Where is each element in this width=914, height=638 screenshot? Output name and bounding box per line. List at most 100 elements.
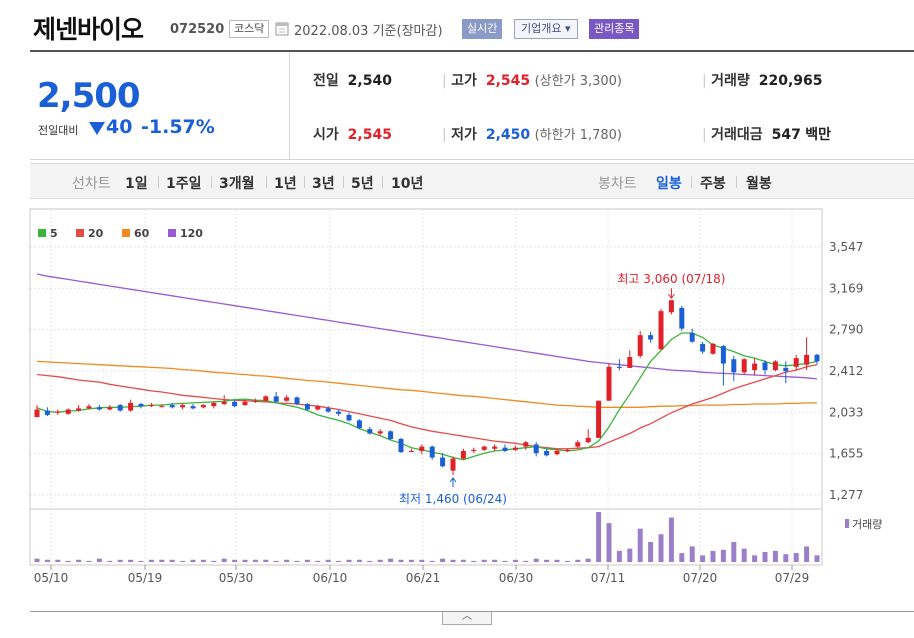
volume-legend-label: 거래량 <box>852 518 882 531</box>
legend-swatch-60 <box>122 229 130 237</box>
upper-limit-close: ) <box>616 74 622 89</box>
volume-bar <box>679 553 685 562</box>
candle-body <box>658 311 664 350</box>
volume-bar <box>232 559 238 562</box>
candle-body <box>200 405 206 408</box>
candle-body <box>481 446 487 450</box>
volume-bar <box>502 560 508 562</box>
volume-bar <box>200 559 206 562</box>
low-label: 저가 <box>451 127 477 143</box>
candle-body <box>564 449 570 451</box>
volume-bar <box>710 550 716 562</box>
tab-5year[interactable]: 5년 <box>351 176 374 192</box>
x-tick-label: 07/11 <box>591 571 626 585</box>
volume-bar <box>762 552 768 562</box>
candle <box>128 399 134 412</box>
candle <box>814 353 820 365</box>
candle-body <box>159 406 165 408</box>
ma120-line <box>36 273 818 380</box>
candle-body <box>211 402 217 407</box>
volume-bar <box>96 558 102 562</box>
volume-bar <box>55 559 61 562</box>
volume-bar <box>523 560 529 562</box>
tab-1week[interactable]: 1주일 <box>166 176 202 192</box>
y-tick-label: 2,412 <box>829 364 863 378</box>
tab-daily[interactable]: 일봉 <box>656 176 682 192</box>
candle-body <box>419 446 425 451</box>
candle-body <box>783 367 789 372</box>
candle <box>492 444 498 451</box>
candle-body <box>388 431 394 439</box>
candle-body <box>44 410 50 415</box>
volume-bar <box>752 555 758 562</box>
candle <box>700 341 706 354</box>
lower-limit-close: ) <box>616 128 622 143</box>
candle <box>575 440 581 449</box>
candle <box>232 399 238 408</box>
candle-body <box>700 343 706 352</box>
candle <box>273 391 279 403</box>
x-tick-label: 06/21 <box>406 571 441 585</box>
volume-bar <box>700 555 706 562</box>
amount-value: 547 <box>771 127 801 143</box>
candle-body <box>367 429 373 434</box>
high-value: 2,545 <box>485 73 531 89</box>
tab-10year[interactable]: 10년 <box>391 176 424 192</box>
volume-bar <box>138 560 144 562</box>
volume-bar <box>689 546 695 562</box>
candle <box>55 409 61 415</box>
candle-body <box>637 335 643 356</box>
candle <box>377 429 383 436</box>
upper-limit: (상한가 3,300) <box>535 74 622 89</box>
tab-3year[interactable]: 3년 <box>312 176 335 192</box>
volume-bar <box>252 559 258 562</box>
realtime-button[interactable]: 실시간 <box>462 19 503 39</box>
ma60-line <box>36 360 817 408</box>
candle <box>190 403 196 410</box>
tab-3month[interactable]: 3개월 <box>219 176 255 192</box>
upper-limit-label: (상한가 <box>534 74 576 89</box>
low-value: 2,450 <box>485 127 531 143</box>
candle-body <box>429 446 435 458</box>
candle <box>107 405 113 411</box>
volume-bar <box>304 559 310 562</box>
collapse-toggle-button[interactable]: ︿ <box>442 612 492 625</box>
candle-body <box>138 403 144 407</box>
candle-body <box>325 408 331 412</box>
volume-bar <box>804 546 810 562</box>
candle <box>138 402 144 409</box>
tab-monthly[interactable]: 월봉 <box>746 176 772 192</box>
company-overview-button[interactable]: 기업개요 ▾ <box>514 19 578 39</box>
x-tick-label: 07/29 <box>775 571 810 585</box>
volume-bar <box>190 559 196 562</box>
tab-1day[interactable]: 1일 <box>125 176 148 192</box>
volume-bar <box>648 542 654 562</box>
candle <box>783 361 789 384</box>
candle-body <box>148 405 154 407</box>
candle-body <box>86 406 92 409</box>
change-label: 전일대비 <box>38 124 79 137</box>
candle-body <box>627 357 633 368</box>
down-triangle-icon <box>89 122 105 135</box>
tab-1year[interactable]: 1년 <box>274 176 297 192</box>
open-cell: 시가 2,545 <box>313 124 392 178</box>
upper-limit-value: 3,300 <box>579 74 617 89</box>
managed-stock-badge[interactable]: 관리종목 <box>589 19 640 39</box>
volume-bar <box>658 534 664 562</box>
prev-close-cell: 전일 2,540 <box>313 70 392 124</box>
volume-bar <box>741 548 747 562</box>
candle <box>616 359 622 371</box>
y-tick-label: 1,277 <box>829 488 863 502</box>
open-value: 2,545 <box>347 127 392 143</box>
volume-bar <box>76 559 82 562</box>
tab-weekly[interactable]: 주봉 <box>700 176 726 192</box>
candle-body <box>96 407 102 410</box>
candle <box>159 403 165 408</box>
candle-body <box>471 449 477 451</box>
candle <box>148 402 154 408</box>
volume-bar <box>315 560 321 562</box>
volume-bar <box>772 550 778 562</box>
candle-body <box>596 400 602 438</box>
candle-body <box>502 447 508 451</box>
volume-bar <box>731 542 737 562</box>
